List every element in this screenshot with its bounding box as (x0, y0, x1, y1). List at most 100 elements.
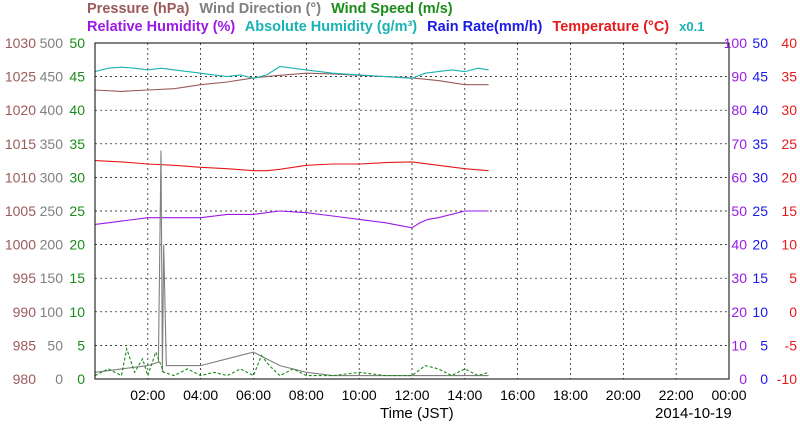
temperature-tick-label: 35 (781, 69, 797, 85)
pressure-tick-label: 1005 (5, 203, 36, 219)
wind-speed-tick-label: 40 (69, 102, 85, 118)
humidity-tick-label: 100 (724, 35, 748, 51)
wind-speed-tick-label: 25 (69, 203, 85, 219)
wind-direction-tick-label: 450 (40, 69, 64, 85)
pressure-tick-label: 985 (13, 337, 37, 353)
wind-direction-tick-label: 100 (40, 304, 64, 320)
rain-rate-tick-label: 50 (752, 35, 768, 51)
rain-rate-tick-label: 45 (752, 69, 768, 85)
series-layer (94, 65, 489, 380)
humidity-tick-label: 20 (731, 304, 747, 320)
temperature-tick-label: 10 (781, 237, 797, 253)
rain-rate-tick-label: 30 (752, 169, 768, 185)
x-tick-label: 00:00 (711, 387, 746, 403)
humidity-tick-label: 0 (739, 371, 747, 387)
humidity-tick-label: 10 (731, 337, 747, 353)
legend-wind-direction: Wind Direction (°) (199, 1, 322, 17)
humidity-tick-label: 30 (731, 270, 747, 286)
wind-direction-tick-label: 300 (40, 169, 64, 185)
temperature-tick-label: 15 (781, 203, 797, 219)
wind-direction-tick-label: 250 (40, 203, 64, 219)
wind-direction-tick-label: 400 (40, 102, 64, 118)
series-line-pressure (94, 72, 489, 92)
wind-speed-tick-label: 0 (77, 371, 85, 387)
wind-speed-tick-label: 10 (69, 304, 85, 320)
temperature-tick-label: 30 (781, 102, 797, 118)
wind-speed-tick-label: 15 (69, 270, 85, 286)
wind-speed-tick-label: 5 (77, 337, 85, 353)
temperature-tick-label: -5 (785, 337, 798, 353)
temperature-tick-label: 25 (781, 136, 797, 152)
legend-wind-speed: Wind Speed (m/s) (331, 1, 453, 17)
wind-direction-tick-label: 350 (40, 136, 64, 152)
wind-direction-tick-label: 500 (40, 35, 64, 51)
wind-speed-tick-label: 45 (69, 69, 85, 85)
pressure-tick-label: 1020 (5, 102, 36, 118)
rain-rate-tick-label: 10 (752, 304, 768, 320)
x-tick-label: 14:00 (447, 387, 482, 403)
pressure-tick-label: 1015 (5, 136, 36, 152)
pressure-tick-label: 995 (13, 270, 37, 286)
legend-temperature: Temperature (°C) (552, 19, 670, 35)
temperature-tick-label: 20 (781, 169, 797, 185)
temperature-tick-label: -10 (777, 371, 797, 387)
x-tick-label: 06:00 (236, 387, 271, 403)
rain-rate-tick-label: 0 (760, 371, 768, 387)
humidity-tick-label: 60 (731, 169, 747, 185)
wind-speed-tick-label: 20 (69, 237, 85, 253)
legend-relative-humidity: Relative Humidity (%) (87, 19, 236, 35)
x-tick-label: 08:00 (289, 387, 324, 403)
wind-direction-tick-label: 150 (40, 270, 64, 286)
x-tick-label: 16:00 (500, 387, 535, 403)
pressure-tick-label: 990 (13, 304, 37, 320)
humidity-tick-label: 70 (731, 136, 747, 152)
x-tick-label: 20:00 (606, 387, 641, 403)
series-line-temperature (94, 160, 489, 172)
x-axis-label: Time (JST) (380, 405, 454, 422)
wind-speed-tick-label: 35 (69, 136, 85, 152)
rain-rate-tick-label: 40 (752, 102, 768, 118)
humidity-tick-label: 80 (731, 102, 747, 118)
pressure-tick-label: 1025 (5, 69, 36, 85)
wind-direction-tick-label: 200 (40, 237, 64, 253)
legend-row-bottom: Relative Humidity (%) Absolute Humidity … (87, 19, 704, 35)
pressure-tick-label: 1000 (5, 237, 36, 253)
humidity-tick-label: 40 (731, 237, 747, 253)
series-line-humidity (94, 65, 489, 79)
x-tick-label: 04:00 (183, 387, 218, 403)
legend-absolute-humidity: Absolute Humidity (g/m³) (244, 19, 418, 35)
plot-frame (94, 42, 730, 380)
rain-rate-tick-label: 25 (752, 203, 768, 219)
wind-speed-tick-label: 30 (69, 169, 85, 185)
rain-rate-tick-label: 5 (760, 337, 768, 353)
rain-rate-tick-label: 35 (752, 136, 768, 152)
series-line-wind-direction (94, 150, 489, 377)
grid-layer (95, 43, 729, 379)
x-tick-label: 22:00 (659, 387, 694, 403)
ticks-layer: 1030102510201015101010051000995990985980… (5, 35, 797, 403)
humidity-tick-label: 90 (731, 69, 747, 85)
series-line-humidity (94, 210, 489, 229)
pressure-tick-label: 1030 (5, 35, 36, 51)
pressure-tick-label: 1010 (5, 169, 36, 185)
wind-speed-tick-label: 50 (69, 35, 85, 51)
legend-rain-rate: Rain Rate(mm/h) (427, 19, 543, 35)
temperature-tick-label: 0 (789, 304, 797, 320)
humidity-tick-label: 50 (731, 203, 747, 219)
rain-rate-tick-label: 15 (752, 270, 768, 286)
x-tick-label: 18:00 (553, 387, 588, 403)
date-label: 2014-10-19 (655, 405, 732, 422)
x-tick-label: 10:00 (342, 387, 377, 403)
temperature-tick-label: 5 (789, 270, 797, 286)
x-tick-label: 02:00 (130, 387, 165, 403)
wind-direction-tick-label: 50 (47, 337, 63, 353)
series-line-wind-speed (94, 346, 489, 378)
pressure-tick-label: 980 (13, 371, 37, 387)
legend-row-top: Pressure (hPa) Wind Direction (°) Wind S… (87, 1, 459, 17)
temperature-tick-label: 40 (781, 35, 797, 51)
legend-pressure: Pressure (hPa) (87, 1, 190, 17)
absolute-humidity-scale-note: x0.1 (679, 19, 705, 34)
rain-rate-tick-label: 20 (752, 237, 768, 253)
